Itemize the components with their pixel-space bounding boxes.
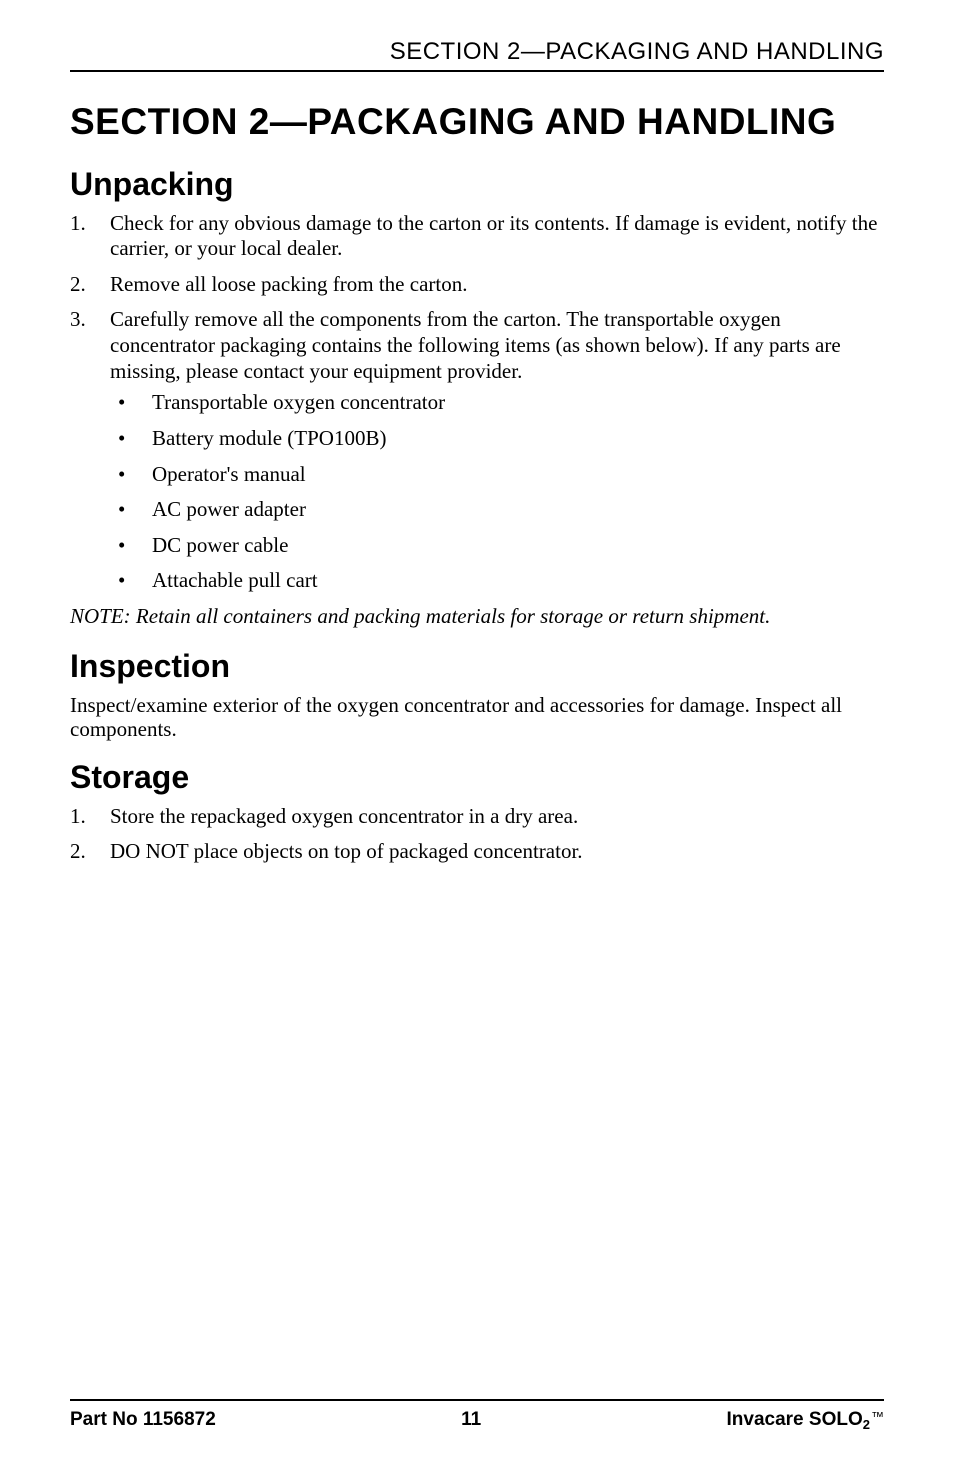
unpacking-heading: Unpacking [70,166,884,203]
footer-brand-tm: ™ [871,1409,884,1424]
list-item: Operator's manual [110,462,884,488]
unpacking-sublist: Transportable oxygen concentrator Batter… [110,390,884,594]
storage-heading: Storage [70,759,884,796]
unpacking-list: Check for any obvious damage to the cart… [70,211,884,594]
list-item: DC power cable [110,533,884,559]
list-item: Transportable oxygen concentrator [110,390,884,416]
footer-page-number: 11 [461,1409,481,1431]
list-item: Store the repackaged oxygen concentrator… [70,804,884,830]
list-item: Carefully remove all the components from… [70,307,884,593]
list-item: Attachable pull cart [110,568,884,594]
footer-brand-subscript: 2 [863,1417,870,1432]
footer-brand-text: Invacare SOLO [727,1409,863,1430]
list-item: AC power adapter [110,497,884,523]
inspection-heading: Inspection [70,648,884,685]
list-item-text: Carefully remove all the components from… [110,307,841,382]
footer-part-no: Part No 1156872 [70,1409,216,1431]
unpacking-note: NOTE: Retain all containers and packing … [70,604,884,630]
inspection-body: Inspect/examine exterior of the oxygen c… [70,693,884,741]
list-item: Remove all loose packing from the carton… [70,272,884,298]
list-item: DO NOT place objects on top of packaged … [70,839,884,865]
page-footer: Part No 1156872 11 Invacare SOLO2™ [70,1399,884,1431]
storage-list: Store the repackaged oxygen concentrator… [70,804,884,865]
list-item: Check for any obvious damage to the cart… [70,211,884,262]
list-item: Battery module (TPO100B) [110,426,884,452]
running-header: SECTION 2—PACKAGING AND HANDLING [70,38,884,72]
footer-brand: Invacare SOLO2™ [727,1409,884,1431]
section-title: SECTION 2—PACKAGING AND HANDLING [70,100,884,144]
